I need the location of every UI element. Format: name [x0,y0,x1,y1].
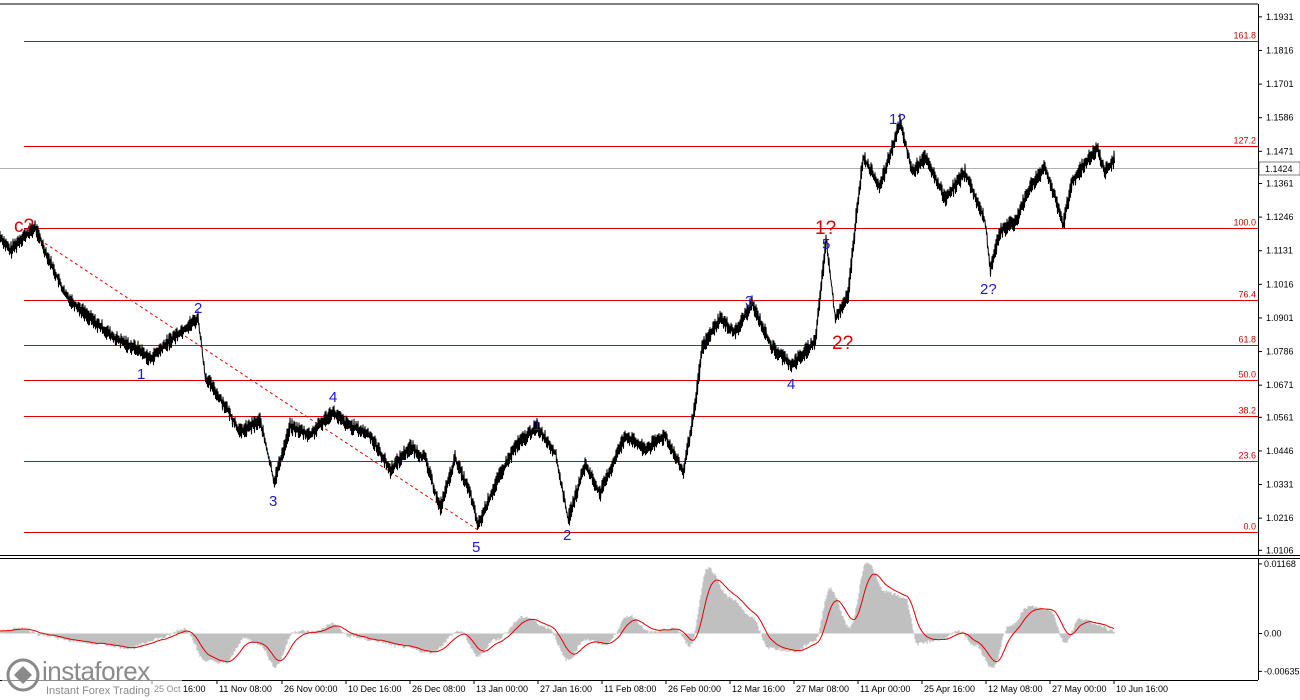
fibonacci-levels: 161.8 127.2 100.0 76.4 61.8 50.0 38.2 23.6 0.0 [24,31,1258,533]
oscillator-axis: 0.01168 0.00 -0.00635 [1258,559,1300,676]
oscillator-pane: 0.01168 0.00 -0.00635 [0,559,1300,681]
price-tick-label: 1.0446 [1266,446,1294,456]
wave-label: 4 [329,389,337,406]
wave-label: 2 [563,527,571,544]
wave-label: 3 [745,293,753,310]
price-tick-label: 1.1931 [1266,12,1294,22]
price-tick-label: 1.1471 [1266,146,1294,156]
date-tick-label: 26 Nov 00:00 [284,684,338,694]
price-tick-label: 1.1131 [1266,246,1293,256]
price-tick-label: 1.1361 [1266,178,1294,188]
fibonacci-label: 127.2 [1233,136,1256,146]
price-series-line [0,113,1115,530]
wave-label: 5 [472,539,480,556]
date-tick-label: 12 May 08:00 [988,684,1043,694]
price-axis: 1.1931 1.1816 1.1701 1.1586 1.1471 1.1361 1.12… [1258,12,1294,555]
fibonacci-label: 100.0 [1233,218,1256,228]
wave-label: c? [14,216,34,237]
date-tick-label: 11 Apr 00:00 [860,684,910,694]
fibonacci-label: 50.0 [1238,370,1256,380]
price-tick-label: 1.0671 [1266,380,1294,390]
date-tick-label: 27 May 00:00 [1052,684,1107,694]
logo-tagline: Instant Forex Trading [46,685,150,697]
wave-label: 3 [269,493,277,510]
date-tick-label: 26 Dec 08:00 [412,684,466,694]
date-tick-label: 27 Mar 08:00 [796,684,849,694]
fibonacci-label: 161.8 [1233,31,1256,41]
price-tick-label: 1.0786 [1266,347,1294,357]
oscillator-tick-label: -0.00635 [1264,666,1300,676]
price-tick-label: 1.0561 [1266,412,1294,422]
instaforex-logo-mark-icon [6,658,40,692]
date-tick-label: 27 Jan 16:00 [540,684,592,694]
price-tick-label: 1.1701 [1266,79,1294,89]
main-pane: 161.8 127.2 100.0 76.4 61.8 50.0 38.2 23.6 0.0 1… [0,3,1300,559]
fibonacci-label: 23.6 [1238,451,1256,461]
oscillator-tick-label: 0.00 [1264,629,1282,639]
wave-label: 1? [815,218,836,239]
fibonacci-label: 38.2 [1238,406,1256,416]
wave-label: 1 [137,366,145,383]
price-tick-label: 1.0901 [1266,313,1294,323]
fibonacci-label: 61.8 [1238,335,1256,345]
wave-label: 1? [889,111,906,128]
oscillator-signal-line [0,573,1115,663]
price-tick-label: 1.1246 [1266,212,1294,222]
wave-label: 2 [194,300,202,317]
wave-label: 1 [533,417,541,434]
date-tick-label: 13 Jan 00:00 [476,684,528,694]
wave-label: 2? [832,333,853,354]
price-tick-label: 1.0216 [1266,513,1294,523]
date-tick-label: 10 Dec 16:00 [348,684,402,694]
fibonacci-label: 76.4 [1238,290,1256,300]
date-tick-label: 26 Feb 00:00 [668,684,721,694]
date-tick-label: 10 Jun 16:00 [1116,684,1168,694]
current-price-marker: 1.1424 [1258,161,1300,176]
date-tick-label: 12 Mar 16:00 [732,684,785,694]
wave-label: 4 [787,376,795,393]
price-tick-label: 1.1586 [1266,113,1294,123]
instaforex-logo: instaforex Instant Forex Trading [2,656,182,700]
oscillator-histogram [0,562,1115,669]
date-tick-label: 25 Apr 16:00 [924,684,975,694]
price-tick-label: 1.0106 [1266,545,1294,555]
svg-text:1.1424: 1.1424 [1265,164,1293,174]
wave-label: 5 [822,236,830,253]
oscillator-bars [0,562,1115,669]
wave-label: 2? [980,281,997,298]
oscillator-tick-label: 0.01168 [1264,559,1296,569]
date-tick-label: 11 Feb 08:00 [604,684,656,694]
logo-name: instaforex [42,656,150,686]
price-tick-label: 1.0331 [1266,480,1294,490]
price-tick-label: 1.1016 [1266,279,1294,289]
date-tick-label: 11 Nov 08:00 [219,684,272,694]
price-tick-label: 1.1816 [1266,45,1294,55]
fibonacci-label: 0.0 [1243,522,1256,532]
